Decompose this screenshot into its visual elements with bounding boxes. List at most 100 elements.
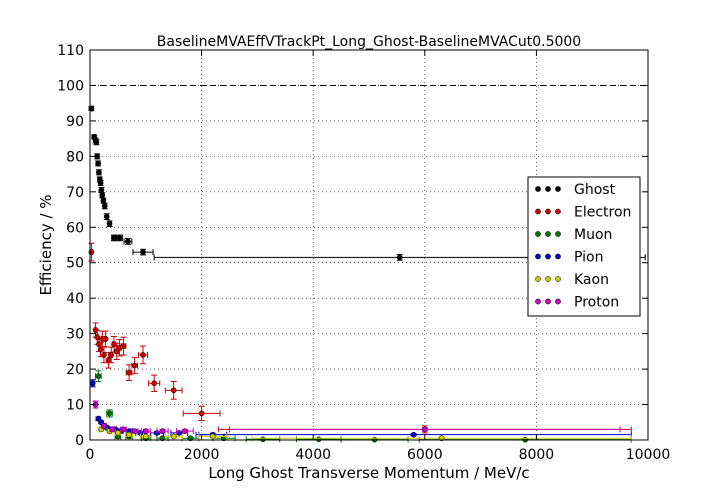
data-point [93, 139, 100, 146]
data-point [98, 187, 105, 194]
data-marker [97, 346, 104, 353]
legend-marker [555, 208, 561, 215]
x-tick-label: 2000 [184, 447, 220, 463]
legend-entry-ghost: Ghost [535, 182, 616, 198]
series-proton [92, 400, 621, 435]
data-point [95, 169, 102, 176]
data-marker [95, 160, 101, 167]
data-marker [198, 410, 205, 417]
legend-marker [545, 231, 551, 237]
data-point [120, 426, 127, 433]
data-marker [103, 213, 110, 220]
legend-marker [555, 231, 561, 237]
data-marker [98, 187, 105, 193]
legend-marker [545, 253, 551, 260]
legend-marker [545, 208, 551, 215]
data-marker [209, 433, 216, 440]
data-marker [111, 235, 117, 241]
data-marker [105, 357, 112, 364]
data-marker [116, 235, 123, 241]
legend-label: Pion [574, 250, 603, 266]
data-marker [131, 428, 138, 434]
chart-title: BaselineMVAEffVTrackPt_Long_Ghost-Baseli… [157, 34, 581, 50]
data-point [130, 428, 139, 435]
data-point [106, 220, 113, 228]
x-tick-label: 8000 [519, 447, 555, 463]
data-marker [131, 362, 138, 369]
data-marker [120, 343, 127, 349]
y-tick-label: 110 [57, 43, 84, 59]
y-tick-label: 100 [57, 78, 84, 94]
data-point [138, 345, 148, 365]
data-marker [106, 220, 113, 227]
legend-entry-muon: Muon [535, 227, 612, 243]
x-tick-label: 10000 [626, 447, 671, 463]
plot-frame [89, 49, 649, 441]
data-marker [125, 238, 131, 245]
legend-marker [535, 276, 541, 282]
data-point [88, 105, 95, 112]
data-point [125, 364, 133, 381]
axis-ticks: 0 2000 4000 6000 8000 10000 0 10 20 30 40 50 60 70 80 9… [57, 43, 670, 463]
y-tick-label: 10 [66, 398, 84, 414]
data-marker [126, 431, 132, 438]
legend-marker [555, 298, 561, 305]
data-marker [101, 422, 107, 429]
y-tick-label: 70 [66, 185, 84, 201]
data-marker [97, 180, 104, 186]
data-point [198, 433, 228, 440]
data-point [101, 202, 108, 210]
legend-marker [545, 186, 551, 192]
data-marker [93, 139, 100, 146]
y-tick-label: 80 [66, 149, 84, 165]
legend-label: Muon [574, 227, 612, 243]
data-marker [151, 380, 158, 387]
data-point [95, 160, 102, 167]
data-point [164, 381, 183, 400]
data-point [164, 433, 183, 440]
data-marker [142, 433, 149, 440]
data-marker [159, 428, 166, 434]
data-marker [421, 426, 428, 433]
data-point [108, 346, 115, 364]
data-point [175, 428, 194, 435]
data-point [106, 409, 113, 418]
legend-marker [535, 231, 541, 237]
data-point [131, 356, 138, 375]
legend: Ghost Electron Muon Pion Kaon Proton [527, 176, 641, 317]
legend-label: Proton [574, 295, 619, 311]
y-tick-label: 0 [75, 433, 84, 449]
data-point [100, 422, 107, 429]
data-marker [142, 428, 149, 434]
data-marker [140, 249, 146, 255]
data-marker [102, 336, 109, 342]
data-point [102, 330, 109, 348]
data-point [97, 179, 104, 186]
data-point [95, 370, 102, 382]
legend-entry-proton: Proton [535, 295, 619, 311]
data-marker [115, 430, 121, 436]
data-marker [260, 436, 266, 443]
legend-entry-kaon: Kaon [535, 272, 609, 288]
legend-marker [545, 276, 551, 282]
legend-marker [535, 208, 541, 215]
legend-marker [555, 276, 561, 282]
legend-marker [535, 253, 541, 260]
data-marker [170, 433, 177, 440]
legend-marker [535, 186, 541, 192]
y-tick-label: 90 [66, 114, 84, 130]
data-marker [111, 341, 117, 348]
legend-marker [555, 253, 561, 260]
legend-marker [545, 298, 551, 305]
y-tick-label: 50 [66, 256, 84, 272]
y-tick-label: 20 [66, 362, 84, 378]
data-point [109, 426, 116, 433]
data-marker [170, 387, 177, 394]
legend-entry-electron: Electron [535, 205, 631, 221]
data-point [116, 234, 123, 242]
data-marker [120, 426, 127, 433]
data-marker [95, 373, 102, 380]
data-marker [99, 192, 106, 199]
legend-label: Ghost [574, 182, 616, 198]
